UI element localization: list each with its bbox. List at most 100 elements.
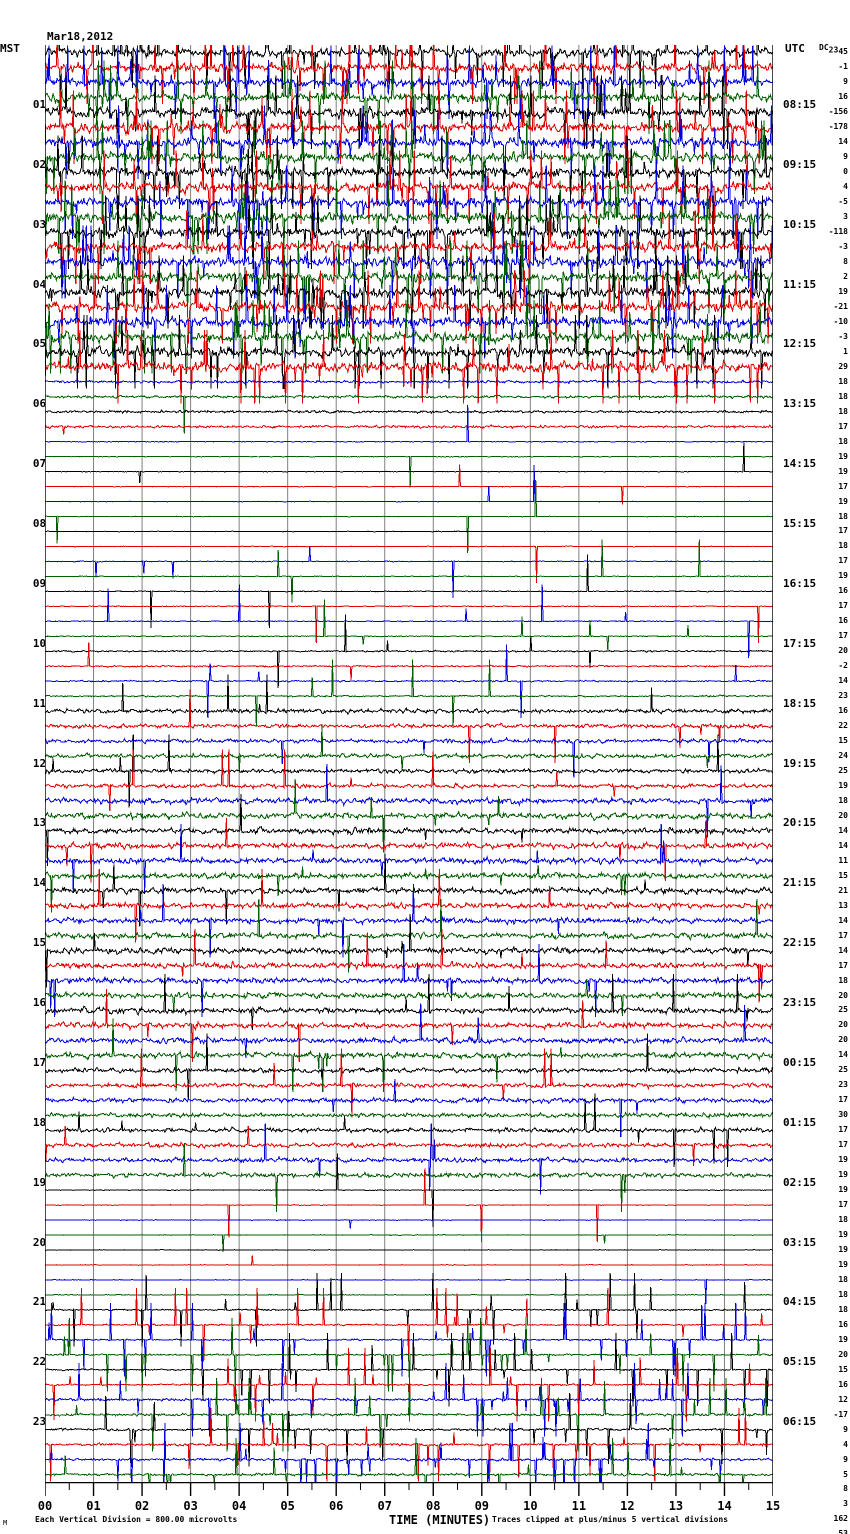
right-time-label: 13:15	[783, 397, 817, 411]
right-time-label: 17:15	[783, 636, 817, 650]
trace-line	[45, 1377, 773, 1452]
x-tick-label: 09	[474, 1499, 490, 1513]
dc-value: 17	[838, 631, 848, 641]
trace-line	[45, 1255, 773, 1266]
corner-mark: M	[3, 1519, 8, 1527]
dc-value: -17	[833, 1409, 848, 1419]
dc-value: 45	[838, 47, 848, 57]
dc-value: 17	[838, 1200, 848, 1210]
right-time-label: 23:15	[783, 996, 817, 1009]
trace-line	[45, 45, 773, 90]
trace-line	[45, 943, 773, 1018]
dc-value: 17	[838, 556, 848, 566]
dc-value: -178	[828, 122, 848, 132]
dc-value: 3	[843, 1499, 848, 1509]
dc-value: 14	[838, 915, 848, 925]
trace-line	[45, 928, 773, 1003]
dc-value: 5	[843, 1469, 848, 1479]
trace-line	[45, 394, 773, 434]
dc-value: 14	[838, 825, 848, 835]
dc-value: 20	[838, 646, 848, 656]
trace-line	[45, 1422, 773, 1482]
dc-value: 24	[838, 751, 848, 761]
trace-line	[45, 1168, 773, 1242]
trace-line	[45, 1003, 773, 1059]
dc-value: 8	[843, 1484, 848, 1494]
trace-line	[45, 1123, 773, 1195]
dc-value: 18	[838, 541, 848, 551]
trace-line	[45, 546, 773, 599]
dc-value: 18	[838, 1304, 848, 1314]
dc-value: 19	[838, 571, 848, 581]
trace-line	[45, 194, 773, 270]
trace-line	[45, 736, 773, 778]
dc-value: 16	[838, 92, 848, 102]
trace-line	[45, 973, 773, 1030]
dc-value: 4	[843, 182, 848, 192]
x-tick-label: 12	[620, 1499, 635, 1513]
trace-line	[45, 883, 773, 958]
trace-line	[45, 423, 773, 435]
dc-value: 18	[838, 1274, 848, 1284]
dc-value: 17	[838, 601, 848, 611]
trace-line	[45, 1126, 773, 1166]
trace-line	[45, 224, 773, 299]
dc-value: -1	[838, 62, 848, 72]
trace-line	[45, 1219, 773, 1229]
right-time-label: 06:15	[783, 1415, 817, 1429]
dc-value: 9	[843, 77, 848, 87]
dc-value: 162	[833, 1514, 848, 1524]
trace-line	[45, 605, 773, 644]
dc-value: 19	[838, 1185, 848, 1195]
trace-line	[45, 865, 773, 913]
right-time-label: 05:15	[783, 1355, 817, 1369]
scale-note: Each Vertical Division = 800.00 microvol…	[35, 1515, 238, 1524]
dc-value: 16	[838, 586, 848, 596]
right-time-label: 14:15	[783, 457, 817, 471]
dc-value: 18	[838, 795, 848, 805]
trace-line	[45, 150, 773, 224]
trace-line	[45, 1293, 773, 1296]
trace-line	[45, 409, 773, 415]
trace-line	[45, 60, 773, 135]
trace-line	[45, 455, 773, 488]
dc-value: 19	[838, 451, 848, 461]
right-time-label: 10:15	[783, 217, 817, 231]
trace-line	[45, 869, 773, 943]
axis-label-mst: MST	[0, 42, 20, 55]
right-time-label: 02:15	[783, 1175, 817, 1189]
dc-value: 18	[838, 391, 848, 401]
dc-value: 19	[838, 1259, 848, 1269]
trace-line	[45, 1318, 773, 1392]
dc-value: 17	[838, 1140, 848, 1150]
trace-line	[45, 539, 773, 603]
dc-value: -3	[838, 242, 848, 252]
dc-value: 20	[838, 1349, 848, 1359]
right-time-label: 08:15	[783, 97, 817, 111]
dc-value: 14	[838, 676, 848, 686]
trace-line	[45, 854, 773, 927]
trace-line	[45, 824, 773, 894]
dc-value: 14	[838, 1050, 848, 1060]
dc-value: 19	[838, 466, 848, 476]
trace-line	[45, 988, 773, 1063]
seismogram-plot	[45, 45, 773, 1482]
x-tick-label: 00	[37, 1499, 53, 1513]
dc-value: 15	[838, 1364, 848, 1374]
dc-value: 4	[843, 1439, 848, 1449]
dc-value: 20	[838, 1035, 848, 1045]
right-time-label: 09:15	[783, 157, 817, 171]
dc-value: 19	[838, 496, 848, 506]
trace-line	[45, 479, 773, 554]
dc-value: 12	[838, 1394, 848, 1404]
trace-line	[45, 1273, 773, 1347]
trace-line	[45, 674, 773, 715]
trace-line	[45, 1303, 773, 1377]
x-axis-canvas	[44, 1481, 774, 1496]
trace-line	[45, 1033, 773, 1101]
dc-value: 15	[838, 736, 848, 746]
dc-value: 16	[838, 1319, 848, 1329]
dc-value: -5	[838, 197, 848, 207]
trace-line	[45, 734, 773, 808]
x-tick-label: 15	[765, 1499, 781, 1513]
